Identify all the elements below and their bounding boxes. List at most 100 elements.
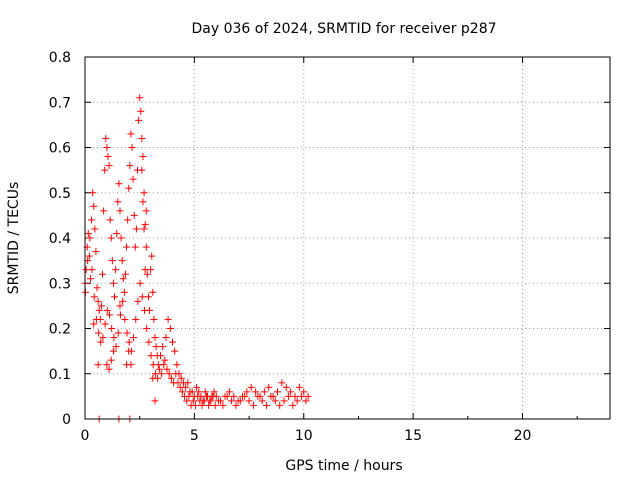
data-point — [140, 189, 148, 197]
data-point — [91, 225, 99, 233]
data-point — [105, 365, 113, 373]
data-point — [115, 180, 123, 188]
data-point — [160, 361, 168, 369]
data-point — [88, 216, 96, 224]
data-point — [183, 397, 191, 405]
data-point — [117, 234, 125, 242]
data-point — [205, 401, 213, 409]
data-point — [105, 162, 113, 170]
data-point — [172, 370, 180, 378]
data-point — [271, 397, 279, 405]
x-tick-label: 0 — [81, 428, 90, 444]
data-point — [158, 370, 166, 378]
data-point — [169, 338, 176, 346]
data-point — [104, 153, 112, 161]
data-point — [228, 397, 236, 405]
data-point — [145, 338, 153, 346]
data-point — [94, 297, 102, 305]
data-point — [151, 370, 159, 378]
x-tick-label: 15 — [404, 428, 422, 444]
data-point — [141, 306, 148, 314]
data-point — [155, 365, 163, 373]
data-point — [151, 397, 159, 405]
data-point — [263, 401, 271, 409]
data-point — [260, 388, 268, 396]
data-point — [252, 388, 260, 396]
data-point — [138, 293, 146, 301]
data-point — [102, 134, 110, 142]
data-point — [191, 401, 199, 409]
data-point — [99, 270, 106, 278]
data-point — [100, 207, 108, 215]
data-point — [284, 392, 292, 400]
data-point — [236, 397, 244, 405]
data-point — [113, 229, 121, 237]
data-point — [209, 392, 217, 400]
data-point — [147, 352, 155, 360]
data-point — [125, 347, 133, 355]
data-point — [280, 397, 288, 405]
data-point — [295, 383, 303, 391]
data-point — [276, 401, 284, 409]
data-point — [176, 383, 184, 391]
data-point — [265, 383, 273, 391]
y-tick-label: 0.8 — [49, 50, 71, 66]
data-point — [138, 166, 146, 174]
data-point — [90, 293, 98, 301]
data-point — [120, 288, 128, 296]
data-point — [125, 338, 133, 346]
data-point — [232, 401, 240, 409]
data-point — [129, 175, 137, 183]
data-point — [119, 297, 127, 305]
data-point — [274, 388, 281, 396]
data-point — [114, 329, 122, 337]
data-point — [107, 356, 115, 364]
data-point — [95, 306, 103, 314]
data-point — [116, 311, 124, 319]
x-tick-label: 10 — [295, 428, 313, 444]
data-point — [210, 388, 218, 396]
data-point — [123, 329, 131, 337]
data-point — [128, 144, 136, 151]
data-point — [142, 243, 150, 251]
data-points — [81, 94, 312, 423]
data-point — [249, 401, 257, 409]
data-point — [148, 252, 156, 260]
data-point — [84, 229, 92, 237]
data-point — [144, 293, 152, 301]
data-point — [89, 189, 97, 197]
data-point — [86, 234, 94, 242]
data-point — [130, 211, 138, 219]
y-ticks: 0 0.1 0.2 0.3 0.4 0.5 0.6 0.7 0.8 — [49, 50, 610, 428]
x-tick-label: 5 — [190, 428, 199, 444]
data-point — [139, 153, 147, 161]
data-point — [110, 334, 118, 342]
x-axis-label: GPS time / hours — [285, 458, 402, 474]
data-point — [142, 207, 150, 215]
chart-title: Day 036 of 2024, SRMTID for receiver p28… — [191, 21, 496, 37]
data-point — [127, 130, 135, 138]
data-point — [123, 361, 131, 369]
data-point — [198, 401, 206, 409]
data-point — [195, 388, 203, 396]
data-point — [149, 361, 157, 369]
grid-lines — [85, 57, 610, 419]
data-point — [121, 315, 129, 323]
data-point — [93, 284, 101, 292]
data-point — [189, 397, 197, 405]
data-point — [118, 257, 126, 265]
data-point — [134, 297, 142, 305]
data-point — [88, 266, 96, 274]
data-point — [225, 388, 233, 396]
data-point — [167, 374, 175, 382]
data-point — [116, 207, 124, 215]
data-point — [136, 94, 144, 102]
data-point — [106, 311, 113, 319]
data-point — [214, 397, 222, 405]
data-point — [152, 343, 160, 351]
data-point — [111, 293, 119, 301]
data-point — [165, 370, 173, 378]
data-point — [164, 315, 172, 323]
data-point — [150, 315, 158, 323]
